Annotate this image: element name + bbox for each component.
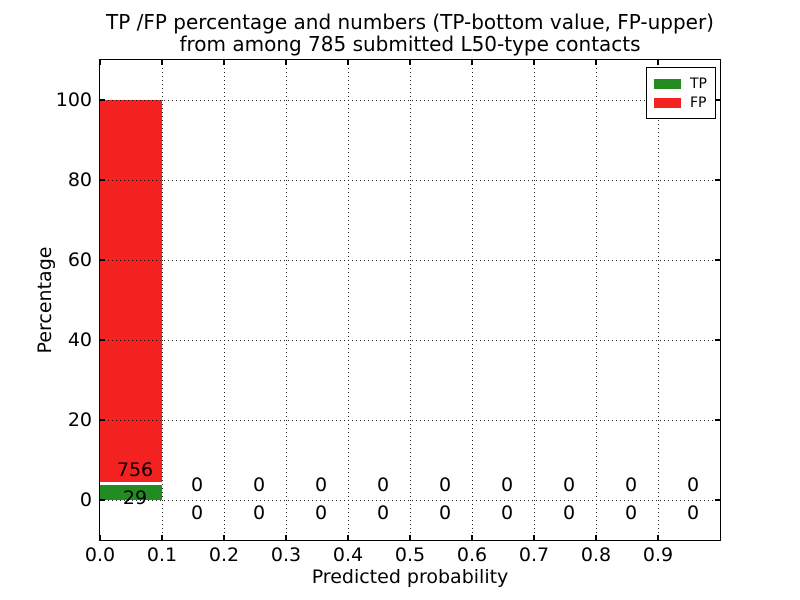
gridline xyxy=(410,60,411,540)
tp-count-label: 0 xyxy=(686,502,700,524)
tick-mark xyxy=(715,339,720,341)
tp-count-label: 0 xyxy=(500,502,514,524)
tick-mark xyxy=(657,535,659,540)
tick-mark xyxy=(595,60,597,65)
x-tick-label: 0.3 xyxy=(270,544,302,566)
gridline xyxy=(162,60,163,540)
fp-count-label: 0 xyxy=(562,474,576,496)
fp-legend-swatch xyxy=(654,97,681,108)
tick-mark xyxy=(161,60,163,65)
tick-mark xyxy=(100,179,105,181)
tick-mark xyxy=(471,535,473,540)
legend-entry-tp: TP xyxy=(654,75,715,92)
tp-count-label: 0 xyxy=(314,502,328,524)
plot-area: 756 29 0 0 0 0 0 0 0 0 0 0 0 0 0 0 0 0 0 0 xyxy=(99,59,721,541)
tick-mark xyxy=(409,60,411,65)
y-tick-label: 40 xyxy=(67,329,92,351)
gridline xyxy=(100,260,720,261)
x-tick-label: 0.7 xyxy=(518,544,550,566)
x-tick-label: 0.1 xyxy=(146,544,178,566)
tick-mark xyxy=(715,259,720,261)
fp-count-label: 0 xyxy=(252,474,266,496)
tick-mark xyxy=(223,60,225,65)
tick-mark xyxy=(285,60,287,65)
gridline xyxy=(658,60,659,540)
fp-count-label: 0 xyxy=(376,474,390,496)
gridline xyxy=(100,180,720,181)
x-tick-label: 0.6 xyxy=(456,544,488,566)
tp-count-label: 0 xyxy=(376,502,390,524)
x-tick-label: 0.8 xyxy=(580,544,612,566)
tick-mark xyxy=(533,60,535,65)
x-tick-label: 0.5 xyxy=(394,544,426,566)
y-tick-label: 20 xyxy=(67,409,92,431)
tick-mark xyxy=(347,535,349,540)
x-tick-label: 0.2 xyxy=(208,544,240,566)
tick-mark xyxy=(595,535,597,540)
gridline xyxy=(286,60,287,540)
tick-mark xyxy=(100,259,105,261)
gridline xyxy=(100,420,720,421)
tick-mark xyxy=(285,535,287,540)
tick-mark xyxy=(347,60,349,65)
tick-mark xyxy=(100,339,105,341)
legend-entry-fp: FP xyxy=(654,94,715,111)
tick-mark xyxy=(657,60,659,65)
tick-mark xyxy=(100,419,105,421)
fp-count-label: 0 xyxy=(686,474,700,496)
fp-count-label: 0 xyxy=(190,474,204,496)
tick-mark xyxy=(100,99,105,101)
y-tick-label: 80 xyxy=(67,169,92,191)
x-tick-label: 0.9 xyxy=(642,544,674,566)
tp-count-label: 0 xyxy=(562,502,576,524)
tp-count-label: 0 xyxy=(624,502,638,524)
tick-mark xyxy=(715,99,720,101)
legend: TP FP xyxy=(646,67,716,119)
chart-title-line1: TP /FP percentage and numbers (TP-bottom… xyxy=(106,10,714,34)
tp-legend-swatch xyxy=(654,78,681,89)
tick-mark xyxy=(99,535,101,540)
tick-mark xyxy=(99,60,101,65)
chart-title: TP /FP percentage and numbers (TP-bottom… xyxy=(100,11,720,55)
gridline xyxy=(224,60,225,540)
fp-bar xyxy=(100,100,162,486)
y-tick-label: 100 xyxy=(55,89,92,111)
tp-count-label: 29 xyxy=(122,487,148,510)
x-tick-label: 0.0 xyxy=(84,544,116,566)
tp-count-label: 0 xyxy=(252,502,266,524)
y-tick-label: 60 xyxy=(67,249,92,271)
fp-count-label: 0 xyxy=(624,474,638,496)
tp-count-label: 0 xyxy=(190,502,204,524)
tick-mark xyxy=(100,499,105,501)
gridline xyxy=(596,60,597,540)
tick-mark xyxy=(715,419,720,421)
tick-mark xyxy=(715,499,720,501)
fp-count-label: 0 xyxy=(314,474,328,496)
tick-mark xyxy=(533,535,535,540)
fp-count-label: 756 xyxy=(116,459,154,482)
gridline xyxy=(100,500,720,501)
gridline xyxy=(100,340,720,341)
fp-legend-label: FP xyxy=(690,94,707,111)
chart-title-line2: from among 785 submitted L50-type contac… xyxy=(179,32,641,56)
tp-bar xyxy=(100,485,162,500)
tp-legend-label: TP xyxy=(690,75,707,92)
tp-count-label: 0 xyxy=(438,502,452,524)
tick-mark xyxy=(223,535,225,540)
x-axis-label: Predicted probability xyxy=(311,566,509,588)
gridline xyxy=(348,60,349,540)
tick-mark xyxy=(715,179,720,181)
gridline xyxy=(534,60,535,540)
tick-mark xyxy=(471,60,473,65)
tick-mark xyxy=(409,535,411,540)
fp-count-label: 0 xyxy=(500,474,514,496)
x-tick-label: 0.4 xyxy=(332,544,364,566)
tick-mark xyxy=(161,535,163,540)
fp-count-label: 0 xyxy=(438,474,452,496)
gridline xyxy=(100,100,720,101)
gridline xyxy=(472,60,473,540)
y-tick-label: 0 xyxy=(79,489,92,511)
